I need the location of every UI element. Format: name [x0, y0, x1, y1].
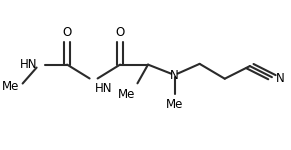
- Text: O: O: [63, 26, 72, 39]
- Text: HN: HN: [95, 82, 113, 95]
- Text: N: N: [170, 69, 179, 81]
- Text: N: N: [276, 72, 285, 85]
- Text: Me: Me: [166, 98, 183, 111]
- Text: Me: Me: [2, 80, 20, 93]
- Text: O: O: [116, 26, 125, 39]
- Text: HN: HN: [20, 58, 38, 71]
- Text: Me: Me: [118, 88, 135, 101]
